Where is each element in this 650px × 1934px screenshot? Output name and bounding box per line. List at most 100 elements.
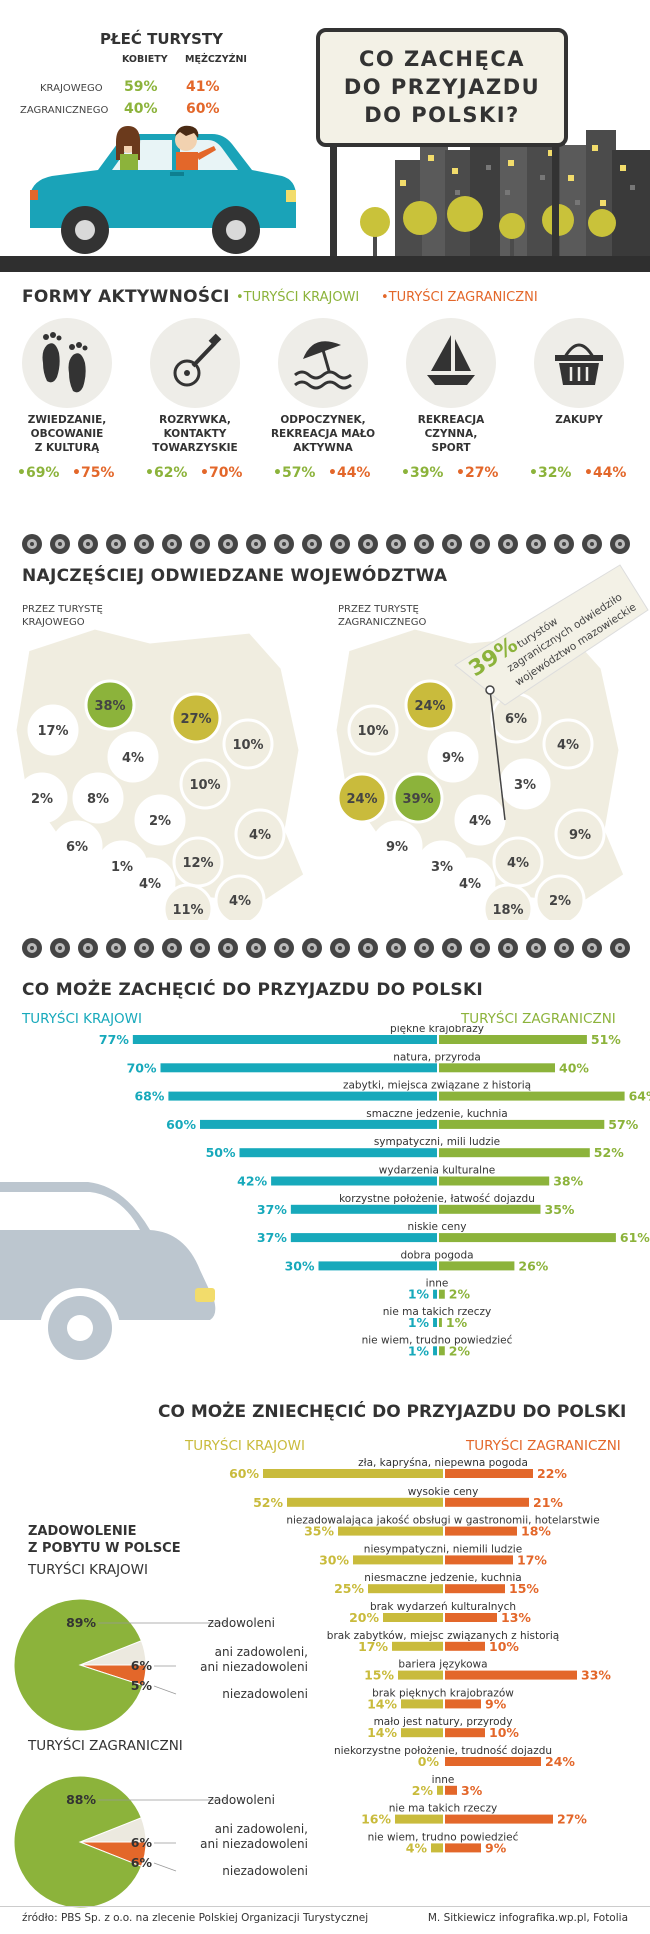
discourage-foreign-value: 18%	[521, 1524, 551, 1539]
encourage-bar-domestic	[318, 1261, 437, 1271]
domestic-region-6	[179, 758, 231, 810]
tyre-icon	[526, 938, 546, 958]
sailboat-icon	[406, 318, 496, 408]
tyre-icon	[498, 534, 518, 554]
tyre-icon	[386, 534, 406, 554]
discourage-domestic-value: 4%	[406, 1840, 428, 1855]
satisfaction-title-2: Z POBYTU W POLSCE	[28, 1541, 181, 1556]
encourage-bar-domestic	[160, 1063, 437, 1073]
domestic-region-9	[134, 794, 186, 846]
encourage-bar-domestic	[271, 1176, 437, 1186]
tyre-icon	[386, 938, 406, 958]
tyre-divider	[22, 534, 630, 554]
encourage-bar-domestic	[290, 1233, 437, 1243]
domestic-label-3: niezadowoleni	[222, 1687, 308, 1701]
discourage-bar-foreign	[445, 1728, 485, 1738]
tyre-icon	[218, 534, 238, 554]
domestic-map: 38% 27% 17% 4% 10% 10% 2% 8% 2% 6% 1% 4% 12% 4% 11% 4%	[13, 626, 307, 920]
domestic-region-value-2: 27%	[180, 712, 211, 727]
foreign-region-value-13: 4%	[507, 856, 529, 871]
discourage-left-label: TURYŚCI KRAJOWI	[185, 1438, 306, 1454]
encourage-domestic-value: 60%	[166, 1117, 196, 1132]
discourage-bar-foreign	[445, 1785, 457, 1795]
encourage-foreign-value: 40%	[559, 1060, 589, 1075]
encourage-category-label: zabytki, miejsca związane z historią	[343, 1080, 531, 1092]
encourage-bar-domestic	[433, 1346, 437, 1356]
encourage-domestic-value: 1%	[408, 1287, 430, 1302]
tyre-icon	[470, 534, 490, 554]
discourage-category-label: brak pięknych krajobrazów	[372, 1687, 514, 1699]
foreign-region-16	[534, 874, 586, 920]
foreign-region-value-4: 9%	[442, 751, 464, 766]
domestic-region-value-11: 1%	[111, 860, 133, 875]
discourage-bar-foreign	[445, 1497, 529, 1507]
foreign-label-3: niezadowoleni	[222, 1864, 308, 1878]
regions-domestic-label-2: KRAJOWEGO	[22, 617, 85, 628]
discourage-category-label: niekorzystne położenie, trudność dojazdu	[334, 1745, 552, 1757]
discourage-foreign-value: 22%	[537, 1466, 567, 1481]
domestic-region-value-6: 10%	[189, 778, 220, 793]
discourage-domestic-value: 52%	[253, 1495, 283, 1510]
domestic-region-1	[84, 679, 136, 731]
encourage-domestic-value: 1%	[408, 1343, 430, 1358]
discourage-domestic-value: 16%	[361, 1812, 391, 1827]
discourage-bar-foreign	[445, 1843, 481, 1853]
encourage-bar-foreign	[439, 1346, 445, 1356]
encourage-category-label: sympatyczni, mili ludzie	[374, 1136, 500, 1148]
domestic-region-16	[214, 874, 266, 920]
discourage-bar-foreign	[445, 1613, 497, 1622]
encourage-bar-foreign	[439, 1318, 442, 1327]
tyre-icon	[414, 938, 434, 958]
encourage-category-label: inne	[426, 1278, 449, 1290]
domestic-region-15	[162, 883, 214, 920]
foreign-pct-3: 6%	[131, 1855, 153, 1870]
discourage-category-label: niezadowalająca jakość obsługi w gastron…	[286, 1515, 599, 1527]
tyre-icon	[302, 534, 322, 554]
activity-label-1: OBCOWANIE	[30, 428, 104, 440]
foreign-region-1	[404, 679, 456, 731]
tyre-icon	[610, 938, 630, 958]
discourage-domestic-value: 0%	[418, 1754, 440, 1769]
tyre-icon	[442, 938, 462, 958]
discourage-bar-domestic	[263, 1469, 443, 1478]
discourage-bar-domestic	[398, 1670, 443, 1680]
col-women-label: KOBIETY	[122, 54, 168, 65]
regions-foreign-label-2: ZAGRANICZNEGO	[338, 617, 427, 628]
tyre-icon	[50, 534, 70, 554]
discourage-bar-foreign	[445, 1469, 533, 1478]
tyre-icon	[526, 534, 546, 554]
car-icon	[30, 125, 296, 254]
sign-line-2: DO PRZYJAZDU	[343, 75, 541, 99]
encourage-bar-foreign	[439, 1148, 590, 1158]
encourage-foreign-value: 2%	[449, 1287, 471, 1302]
encourage-chart: piękne krajobrazy 77% 51% natura, przyroda 7…	[99, 1025, 650, 1358]
encourage-category-label: nie ma takich rzeczy	[383, 1306, 491, 1318]
activity-domestic-pct-4: •39%	[401, 465, 444, 481]
car-silhouette-icon	[0, 1182, 216, 1368]
foreign-region-value-1: 24%	[414, 699, 445, 714]
foreign-region-12	[444, 857, 496, 909]
encourage-bar-foreign	[439, 1091, 625, 1101]
encourage-domestic-value: 77%	[99, 1032, 129, 1047]
activity-label-2: KONTAKTY	[163, 428, 227, 440]
foreign-region-9	[454, 794, 506, 846]
tyre-icon	[50, 938, 70, 958]
tyre-icon	[274, 534, 294, 554]
foreign-region-8	[392, 772, 444, 824]
domestic-region-12	[124, 857, 176, 909]
discourage-bar-domestic	[287, 1497, 443, 1507]
domestic-region-value-16: 4%	[229, 894, 251, 909]
encourage-bar-foreign	[439, 1176, 550, 1186]
gender-row-foreign-label: ZAGRANICZNEGO	[20, 105, 109, 116]
encourage-bar-foreign	[439, 1063, 555, 1073]
basket-icon	[534, 318, 624, 408]
foreign-region-value-7: 24%	[346, 792, 377, 807]
domestic-region-value-15: 11%	[172, 903, 203, 918]
tyre-icon	[22, 938, 42, 958]
regions-domestic-label-1: PRZEZ TURYSTĘ	[22, 604, 103, 615]
encourage-domestic-value: 42%	[237, 1174, 267, 1189]
discourage-bar-domestic	[392, 1641, 443, 1651]
foreign-region-value-9: 4%	[469, 814, 491, 829]
